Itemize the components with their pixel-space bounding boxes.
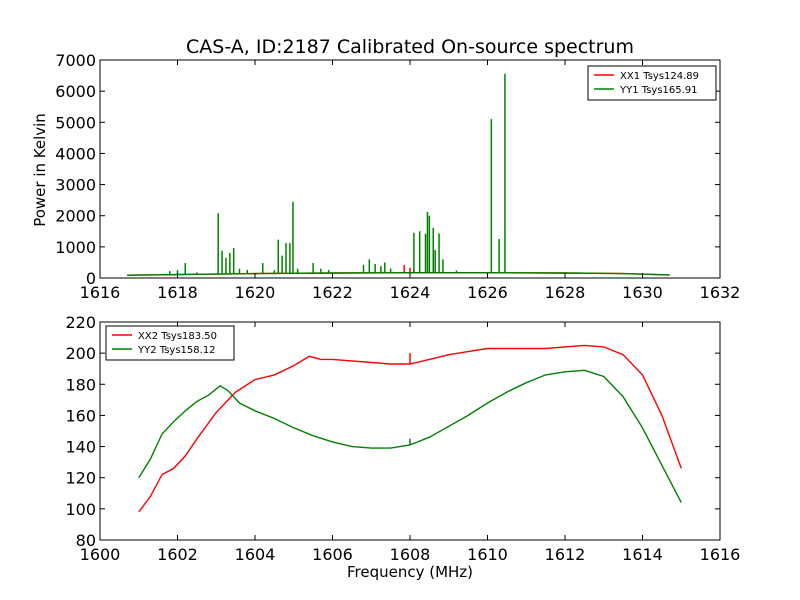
x-tick-label: 1612 bbox=[545, 545, 586, 564]
plot-area bbox=[127, 73, 670, 276]
x-tick-label: 1616 bbox=[80, 283, 121, 302]
x-tick-label: 1628 bbox=[545, 283, 586, 302]
x-tick-label: 1624 bbox=[390, 283, 431, 302]
x-axis-label: Frequency (MHz) bbox=[347, 563, 473, 581]
series-line-2 bbox=[127, 272, 670, 276]
y-tick-label: 160 bbox=[65, 406, 96, 425]
x-tick-label: 1604 bbox=[235, 545, 276, 564]
subplot-2: 1600 1602 1604 1606 1608 1610 1612 1614 1616 80 10… bbox=[65, 313, 740, 564]
x-tick-label: 1606 bbox=[312, 545, 353, 564]
x-tick-label: 1616 bbox=[700, 545, 741, 564]
legend-label: YY2 Tsys158.12 bbox=[137, 345, 216, 356]
x-tick-label: 1622 bbox=[312, 283, 353, 302]
x-tick-label: 1614 bbox=[622, 545, 663, 564]
legend-label: XX2 Tsys183.50 bbox=[138, 331, 217, 342]
x-tick-label: 1620 bbox=[235, 283, 276, 302]
y-tick-label: 220 bbox=[65, 313, 96, 332]
y-tick-label: 3000 bbox=[55, 176, 96, 195]
legend-box bbox=[587, 65, 717, 101]
y-tick-label: 100 bbox=[65, 500, 96, 519]
x-tick-label: 1630 bbox=[622, 283, 663, 302]
y-tick-label: 4000 bbox=[55, 144, 96, 163]
y-axis-label: Power in Kelvin bbox=[31, 113, 49, 227]
x-tick-label: 1626 bbox=[467, 283, 508, 302]
y-tick-label: 5000 bbox=[55, 113, 96, 132]
chart-title: CAS-A, ID:2187 Calibrated On-source spec… bbox=[186, 36, 634, 58]
x-tick-label: 1618 bbox=[157, 283, 198, 302]
y-tick-label: 7000 bbox=[55, 51, 96, 70]
y-tick-label: 140 bbox=[65, 438, 96, 457]
x-tick-label: 1632 bbox=[700, 283, 741, 302]
y-tick-label: 80 bbox=[76, 531, 96, 550]
y-tick-label: 6000 bbox=[55, 82, 96, 101]
x-tick-label: 1608 bbox=[390, 545, 431, 564]
series-line-1 bbox=[138, 344, 682, 513]
y-tick-label: 2000 bbox=[55, 207, 96, 226]
plot-area bbox=[138, 344, 682, 513]
subplot-1: 1616 1618 1620 1622 1624 1626 1628 1630 1632 0 100… bbox=[55, 51, 740, 302]
legend-label: XX1 Tsys124.89 bbox=[620, 71, 699, 82]
legend: XX2 Tsys183.50 YY2 Tsys158.12 bbox=[105, 325, 235, 361]
legend-label: YY1 Tsys165.91 bbox=[619, 85, 698, 96]
x-tick-label: 1602 bbox=[157, 545, 198, 564]
y-tick-label: 200 bbox=[65, 344, 96, 363]
y-tick-label: 0 bbox=[86, 269, 96, 288]
y-tick-label: 1000 bbox=[55, 238, 96, 257]
series-line-2 bbox=[138, 369, 682, 503]
x-tick-label: 1600 bbox=[80, 545, 121, 564]
legend: XX1 Tsys124.89 YY1 Tsys165.91 bbox=[587, 65, 717, 101]
x-tick-label: 1610 bbox=[467, 545, 508, 564]
y-tick-label: 120 bbox=[65, 469, 96, 488]
y-tick-label: 180 bbox=[65, 375, 96, 394]
legend-box bbox=[105, 325, 235, 361]
